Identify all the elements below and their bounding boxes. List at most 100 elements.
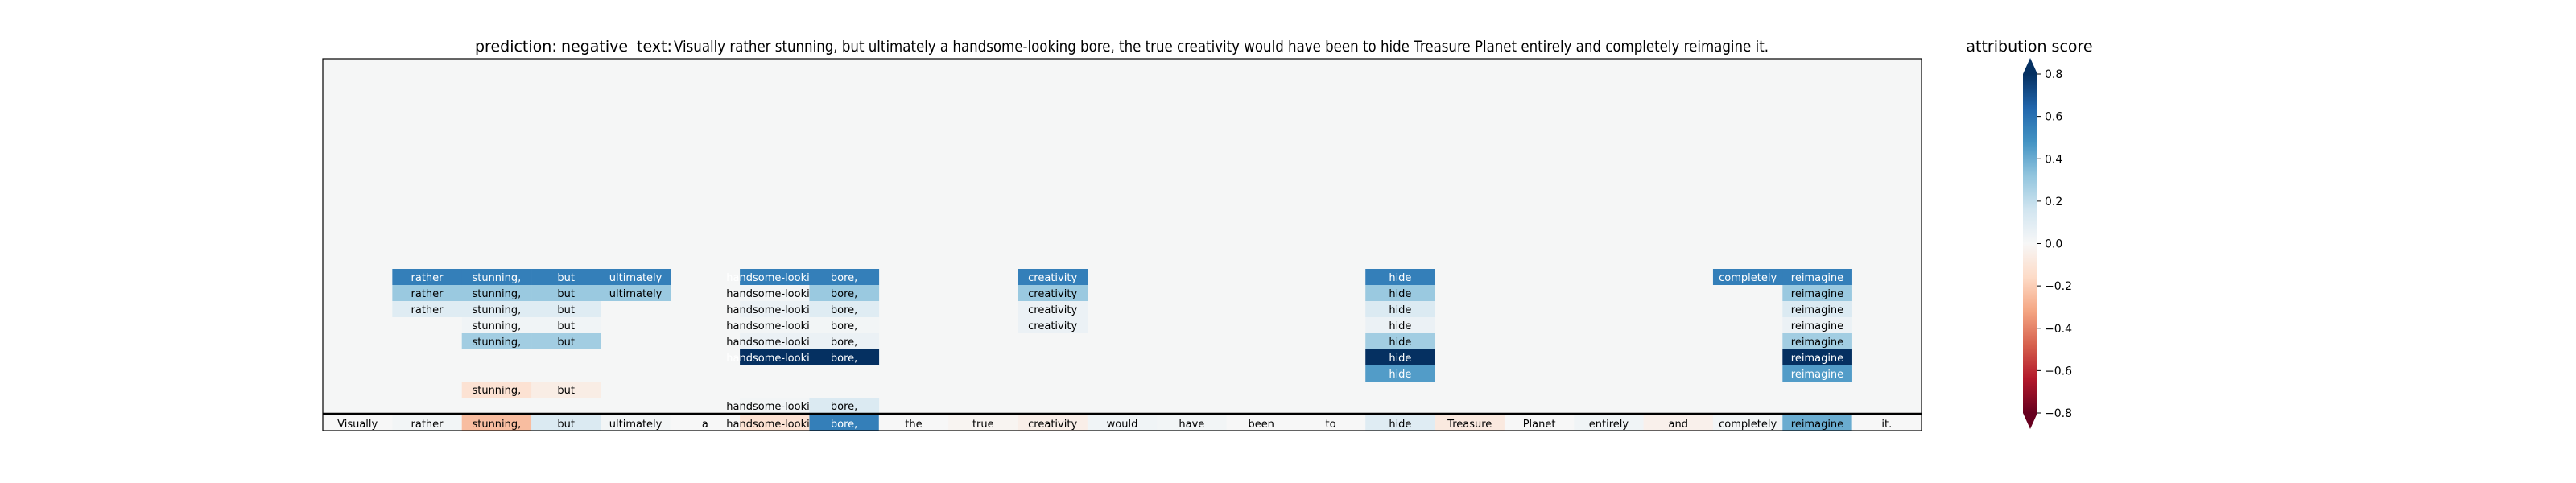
token-cell	[461, 415, 532, 431]
sub-token-cell	[1365, 269, 1435, 285]
sub-token-label: hide	[1389, 304, 1411, 316]
token-label: a	[702, 419, 708, 431]
sub-token-label: hide	[1389, 288, 1411, 300]
sub-token-label: reimagine	[1791, 353, 1843, 365]
sub-token-label: hide	[1389, 353, 1411, 365]
sub-token-label: ultimately	[609, 288, 663, 300]
token-label: to	[1326, 419, 1336, 431]
sub-token-cell	[809, 285, 880, 301]
sub-token-cell	[740, 301, 810, 317]
sub-token-label: ultimately	[609, 272, 663, 284]
sub-token-label: creativity	[1028, 272, 1077, 284]
sub-token-label: reimagine	[1791, 272, 1843, 284]
sub-token-cell	[461, 269, 532, 285]
token-cell	[1435, 415, 1505, 431]
token-cell	[1643, 415, 1714, 431]
token-cell	[1504, 415, 1575, 431]
sub-token-cell	[1365, 349, 1435, 365]
token-cell	[392, 415, 462, 431]
sub-token-label: hide	[1389, 320, 1411, 332]
sub-token-cell	[1782, 333, 1852, 349]
sub-token-cell	[531, 317, 601, 333]
token-cell	[1852, 415, 1922, 431]
sub-token-cell	[531, 382, 601, 398]
token-cell	[948, 415, 1018, 431]
sub-token-cell	[531, 269, 601, 285]
sub-token-cell	[809, 333, 880, 349]
token-label: have	[1179, 419, 1204, 431]
sub-token-label: bore,	[831, 353, 857, 365]
sub-token-label: completely	[1719, 272, 1777, 284]
sub-token-cell	[809, 269, 880, 285]
token-label: but	[557, 419, 575, 431]
token-cell	[1087, 415, 1158, 431]
sub-token-label: but	[557, 320, 575, 332]
sub-token-label: but	[557, 288, 575, 300]
sub-token-cell	[531, 333, 601, 349]
sub-token-label: but	[557, 272, 575, 284]
sub-token-cell	[1365, 301, 1435, 317]
token-cell	[1365, 415, 1435, 431]
colorbar: 0.8 0.6 0.4 0.2 0.0 −0.2 −0.4 −0.6 −0.8	[2023, 58, 2072, 429]
sub-token-cell	[531, 301, 601, 317]
sub-token-cell	[1782, 317, 1852, 333]
sub-token-cell	[809, 398, 880, 414]
token-cell	[1782, 415, 1852, 431]
sub-token-label: bore,	[831, 401, 857, 413]
token-label: Visually	[337, 419, 378, 431]
token-label: been	[1248, 419, 1274, 431]
token-label: rather	[411, 419, 444, 431]
token-cell	[878, 415, 949, 431]
input-text: Visually rather stunning, but ultimately…	[674, 38, 1769, 56]
prediction-label: prediction:	[475, 38, 557, 56]
token-cell	[670, 415, 741, 431]
sub-token-label: creativity	[1028, 320, 1077, 332]
sub-token-label: bore,	[831, 304, 857, 316]
token-label: the	[905, 419, 922, 431]
token-label: Treasure	[1447, 419, 1492, 431]
sub-token-cell	[740, 269, 810, 285]
sub-token-cell	[1782, 285, 1852, 301]
token-cell	[531, 415, 601, 431]
sub-token-label: reimagine	[1791, 336, 1843, 349]
sub-token-cell	[461, 317, 532, 333]
token-label: bore,	[831, 419, 857, 431]
token-cell	[809, 415, 880, 431]
token-label: handsome-looking	[726, 419, 823, 431]
prediction-value: negative	[561, 38, 628, 56]
sub-token-cell	[601, 269, 671, 285]
colorbar-tick-label: −0.4	[2045, 323, 2072, 336]
sub-token-label: bore,	[831, 336, 857, 349]
token-cell	[1295, 415, 1366, 431]
sub-token-label: hide	[1389, 369, 1411, 381]
sub-token-cell	[392, 301, 462, 317]
token-label: entirely	[1589, 419, 1629, 431]
sub-token-label: stunning,	[472, 336, 521, 349]
colorbar-extend-top	[2023, 58, 2037, 74]
sub-token-cell	[1365, 317, 1435, 333]
sub-token-label: handsome-looking	[726, 288, 823, 300]
colorbar-tick-label: −0.2	[2045, 280, 2072, 293]
sub-token-label: stunning,	[472, 272, 521, 284]
token-label: would	[1107, 419, 1138, 431]
sub-token-label: handsome-looking	[726, 336, 823, 349]
sub-token-cell	[740, 317, 810, 333]
sub-token-cell	[740, 349, 810, 365]
heatmap-background	[323, 59, 1922, 431]
sub-token-cell	[1018, 301, 1088, 317]
token-cell	[1574, 415, 1644, 431]
sub-token-cell	[1782, 269, 1852, 285]
sub-token-label: rather	[411, 272, 444, 284]
colorbar-tick-label: 0.6	[2045, 111, 2062, 124]
sub-token-cell	[1782, 349, 1852, 365]
sub-token-label: stunning,	[472, 385, 521, 397]
sub-token-cell	[461, 285, 532, 301]
sub-token-cell	[740, 285, 810, 301]
sub-token-label: stunning,	[472, 320, 521, 332]
sub-token-label: hide	[1389, 272, 1411, 284]
token-label: and	[1669, 419, 1688, 431]
token-cell	[1712, 415, 1783, 431]
sub-token-cell	[809, 301, 880, 317]
text-label: text:	[637, 38, 672, 56]
sub-token-label: reimagine	[1791, 304, 1843, 316]
